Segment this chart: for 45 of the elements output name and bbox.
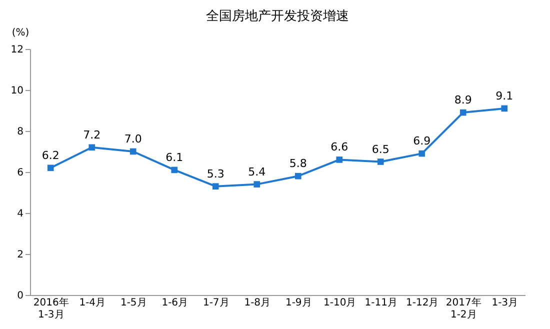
chart-title: 全国房地产开发投资增速 <box>206 8 349 24</box>
x-tick-label: 1-5月 <box>120 298 147 308</box>
point <box>377 158 384 165</box>
point <box>418 150 426 157</box>
point <box>130 148 136 155</box>
x-tick-label: 2016年 1-3月 <box>33 296 69 320</box>
point <box>212 183 219 190</box>
point <box>254 181 260 188</box>
y-axis-title: (%) <box>12 28 30 38</box>
text: 5.8 <box>289 157 307 170</box>
x-tick-label: 1-10月 <box>324 298 356 308</box>
y-tick-label: 12 <box>10 44 24 56</box>
point <box>460 109 466 116</box>
x-tick-label: 1-4月 <box>79 298 106 308</box>
text: 7.2 <box>83 128 101 142</box>
text: 6.6 <box>330 140 348 154</box>
text: 6.2 <box>42 148 60 162</box>
point <box>294 172 302 180</box>
x-tick-label: 1-6月 <box>162 298 188 308</box>
text: 6.5 <box>372 142 390 156</box>
x-tick-label: 1-9月 <box>285 298 312 308</box>
x-tick-label: 1-7月 <box>202 298 230 308</box>
x-tick-label: 2017年 1-2月 <box>446 296 482 320</box>
point <box>88 144 96 151</box>
text: 5.3 <box>206 167 224 180</box>
y-tick-label: 8 <box>17 126 24 138</box>
y-tick-label: 6 <box>17 168 24 178</box>
x-tick-label: 1-3月 <box>492 298 518 308</box>
x-tick-label: 1-12月 <box>406 298 439 308</box>
x-tick-label: 1-8月 <box>244 298 271 308</box>
text: 5.4 <box>248 165 266 178</box>
point <box>171 166 178 174</box>
text: 7.0 <box>124 132 142 146</box>
text: 6.1 <box>166 150 184 164</box>
text: 9.1 <box>496 89 514 102</box>
point <box>501 105 508 112</box>
y-tick-label: 0 <box>17 290 24 302</box>
x-tick-label: 1-11月 <box>364 298 398 308</box>
text: 6.9 <box>413 134 431 148</box>
y-tick-label: 4 <box>17 208 24 220</box>
y-tick-label: 10 <box>10 86 24 96</box>
text: 8.9 <box>454 94 472 107</box>
point <box>47 164 54 172</box>
point <box>336 156 343 163</box>
y-tick-label: 2 <box>17 250 24 260</box>
